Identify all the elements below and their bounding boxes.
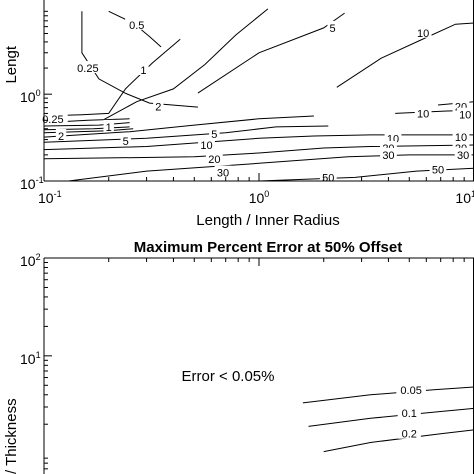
top-contour-label-11: 10: [200, 140, 212, 152]
bottom-contour-label-2: 0.2: [402, 429, 417, 441]
bottom-ytick-label-0: 102: [20, 252, 41, 269]
top-contour-14: [68, 154, 474, 182]
top-contour-label-bg-18: [456, 107, 474, 120]
top-y-axis-title: Lengt: [3, 45, 20, 83]
top-contour-label-7: 1: [106, 122, 112, 134]
top-contour-label-0: 0.5: [129, 20, 144, 32]
top-contour-label-12: 20: [208, 154, 220, 166]
top-contour-label-bg-0: [125, 17, 149, 30]
bottom-contour-0: [302, 386, 474, 404]
top-contour-label-bg-15: [429, 162, 447, 175]
top-contour-label-bg-24: [454, 147, 472, 160]
top-contour-11: [43, 125, 329, 143]
top-contour-13: [43, 144, 474, 160]
top-contour-label-17: 10: [417, 108, 429, 120]
top-contour-label-4: 10: [417, 28, 429, 40]
top-contour-label-8: 2: [58, 131, 64, 143]
top-contour-label-bg-11: [198, 137, 215, 150]
top-xtick-label-1: 100: [249, 189, 270, 206]
top-xtick-label-0: 10-1: [38, 189, 62, 206]
error-annotation: Error < 0.05%: [182, 368, 275, 385]
top-contour-3: [197, 12, 345, 94]
top-contour-7: [43, 122, 130, 127]
top-contour-label-bg-17: [414, 106, 432, 119]
top-contour-label-13: 30: [217, 168, 229, 180]
top-contour-label-bg-13: [214, 165, 232, 178]
top-contour-label-bg-23: [380, 147, 397, 160]
top-contour-label-23: 30: [382, 150, 394, 162]
top-contour-label-bg-6: [38, 111, 68, 124]
top-contour-label-6: 0.25: [42, 114, 63, 126]
top-contour-10: [43, 115, 314, 138]
top-ytick-label-1: 100: [20, 88, 41, 105]
top-contour-label-bg-2: [138, 62, 149, 75]
top-contour-label-bg-7: [103, 119, 114, 132]
top-contour-label-bg-1: [73, 61, 103, 74]
bottom-ytick-label-1: 101: [20, 350, 41, 367]
top-contour-12: [43, 134, 474, 151]
top-contour-label-2: 1: [140, 65, 146, 77]
top-contour-label-bg-12: [205, 151, 223, 164]
top-xtick-label-2: 101: [455, 189, 474, 206]
top-contour-label-5: 2: [155, 102, 161, 114]
top-contour-label-bg-9: [120, 133, 131, 146]
bottom-chart-title: Maximum Percent Error at 50% Offset: [134, 239, 402, 256]
top-contour-0: [108, 10, 162, 48]
top-contour-5: [103, 8, 269, 121]
bottom-contour-label-0: 0.05: [400, 385, 421, 397]
top-contour-4: [336, 22, 474, 88]
top-contour-label-9: 5: [123, 136, 129, 148]
top-contour-label-3: 5: [330, 23, 336, 35]
top-x-axis-title: Length / Inner Radius: [196, 212, 339, 229]
top-contour-label-bg-20: [452, 130, 470, 143]
top-contour-label-bg-4: [414, 25, 432, 38]
top-contour-label-15: 50: [432, 165, 444, 177]
top-contour-label-1: 0.25: [77, 63, 98, 75]
top-contour-label-18: 10: [459, 110, 471, 122]
bottom-contour-label-bg-0: [396, 382, 426, 395]
top-contour-label-bg-10: [209, 126, 220, 139]
top-contour-label-bg-5: [153, 99, 164, 112]
bottom-contour-label-bg-1: [397, 406, 421, 419]
bottom-y-axis-title: / Thickness: [3, 398, 20, 474]
bottom-contour-label-bg-2: [397, 426, 421, 439]
bottom-contour-1: [308, 407, 474, 427]
top-contour-label-24: 30: [457, 150, 469, 162]
top-contour-label-bg-19: [384, 131, 402, 144]
top-ytick-label-0: 10-1: [20, 175, 44, 192]
bottom-contour-label-1: 0.1: [402, 408, 417, 420]
top-contour-label-10: 5: [211, 129, 217, 141]
top-contour-label-bg-3: [327, 20, 338, 33]
top-contour-label-bg-8: [55, 128, 67, 141]
